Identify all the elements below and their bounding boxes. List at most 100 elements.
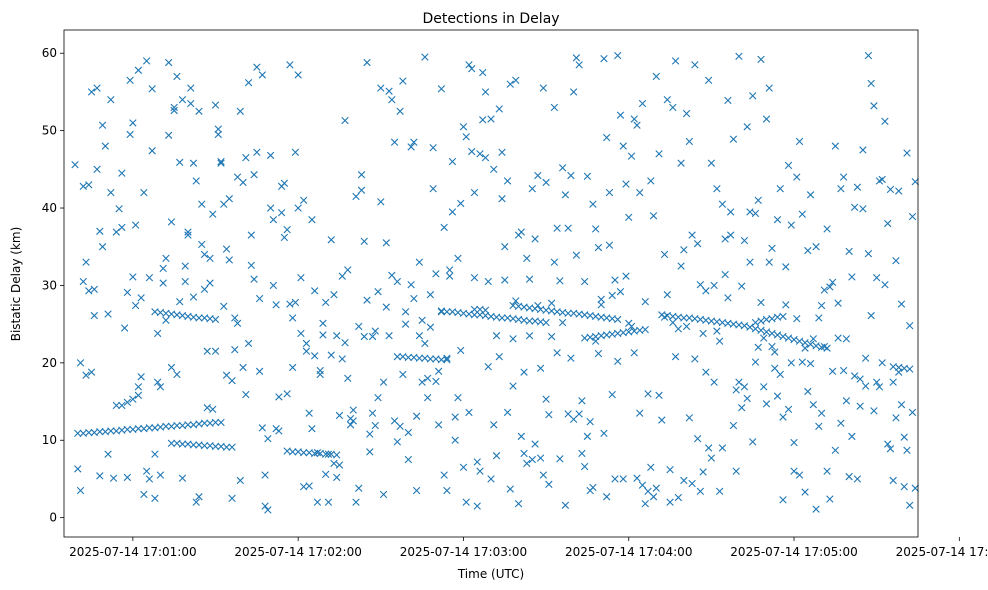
detection-marker [784,161,793,170]
detection-marker [355,322,363,331]
detection-marker [167,218,176,226]
detection-marker [322,470,330,478]
detection-marker [638,99,647,108]
detection-marker [93,165,101,174]
detection-marker [192,498,200,506]
detection-marker [338,272,346,280]
detection-marker [217,159,225,167]
x-tick-label: 2025-07-14 17:06:00 [896,545,988,559]
detection-marker [288,314,297,322]
detection-marker [878,175,886,184]
detection-marker [330,291,338,299]
detection-marker [195,107,203,115]
detection-marker [622,180,630,188]
detection-marker [87,368,96,376]
detection-marker [164,58,173,67]
detection-marker [443,486,451,495]
detection-marker [357,186,366,194]
y-tick-label: 60 [42,46,57,60]
y-axis: 0 10 20 30 40 50 60 [42,46,64,525]
detection-marker [826,495,834,503]
detection-marker [385,87,393,95]
detection-marker [856,375,864,383]
detection-marker [735,52,743,61]
detection-marker [426,291,435,299]
detection-marker [305,409,313,417]
detection-marker [468,65,476,73]
detection-marker [313,448,322,457]
detection-marker [418,378,426,386]
detection-marker [407,143,415,151]
detection-marker [377,198,385,206]
detection-marker [826,283,834,291]
detection-marker [498,195,506,203]
detection-marker [804,387,812,396]
detection-marker [129,395,137,403]
detection-marker [680,476,688,485]
detection-marker [663,291,671,299]
detection-marker [426,355,435,363]
detection-marker [145,424,154,432]
detection-marker [614,51,622,60]
detection-marker [580,462,589,471]
detection-marker [784,334,793,342]
detection-marker [286,300,294,308]
detection-marker [696,487,705,496]
detection-marker [895,368,903,376]
detection-marker [355,484,363,492]
detection-marker [903,446,911,454]
detection-marker [338,355,346,363]
detection-marker [324,498,333,506]
detection-marker [660,313,669,321]
detection-marker [410,294,418,303]
detection-marker [729,135,738,143]
detection-marker [415,332,424,340]
detection-marker [211,442,220,451]
detection-marker [167,439,176,448]
detection-marker [404,353,413,362]
detection-marker [564,309,572,317]
detection-marker [352,192,360,201]
detection-marker [137,373,145,381]
detection-marker [867,311,875,320]
detection-marker [630,349,638,357]
detection-marker [539,84,548,92]
detection-marker [889,476,897,485]
detection-marker [746,323,754,331]
detection-marker [641,325,649,334]
detection-marker [371,421,379,430]
detection-marker [619,475,627,483]
detection-marker [283,226,291,234]
detection-marker [107,427,115,435]
detection-marker [151,494,159,502]
detection-marker [302,339,311,348]
detection-marker [848,432,856,441]
detection-marker [148,147,156,155]
detection-marker [547,332,556,341]
detection-marker [878,359,886,367]
chart-title: Detections in Delay [422,11,559,27]
detection-marker [735,378,743,386]
detection-marker [294,204,302,212]
detection-marker [608,390,616,399]
detection-marker [192,177,200,185]
detection-marker [74,465,82,473]
detection-marker [806,340,815,348]
detection-marker [553,224,561,232]
detection-marker [134,391,143,400]
detection-marker [258,71,267,79]
detection-marker [556,277,564,285]
detection-marker [173,370,181,379]
detection-marker [487,475,495,483]
detection-marker [189,441,198,449]
detection-marker [76,359,85,367]
detection-marker [388,95,396,104]
detection-marker [583,432,592,441]
detection-marker [388,271,396,280]
detection-marker [534,301,542,310]
detection-marker [476,150,484,158]
detection-marker [545,411,553,419]
detection-marker [503,408,512,417]
detection-marker [647,463,655,472]
detection-marker [806,359,815,368]
